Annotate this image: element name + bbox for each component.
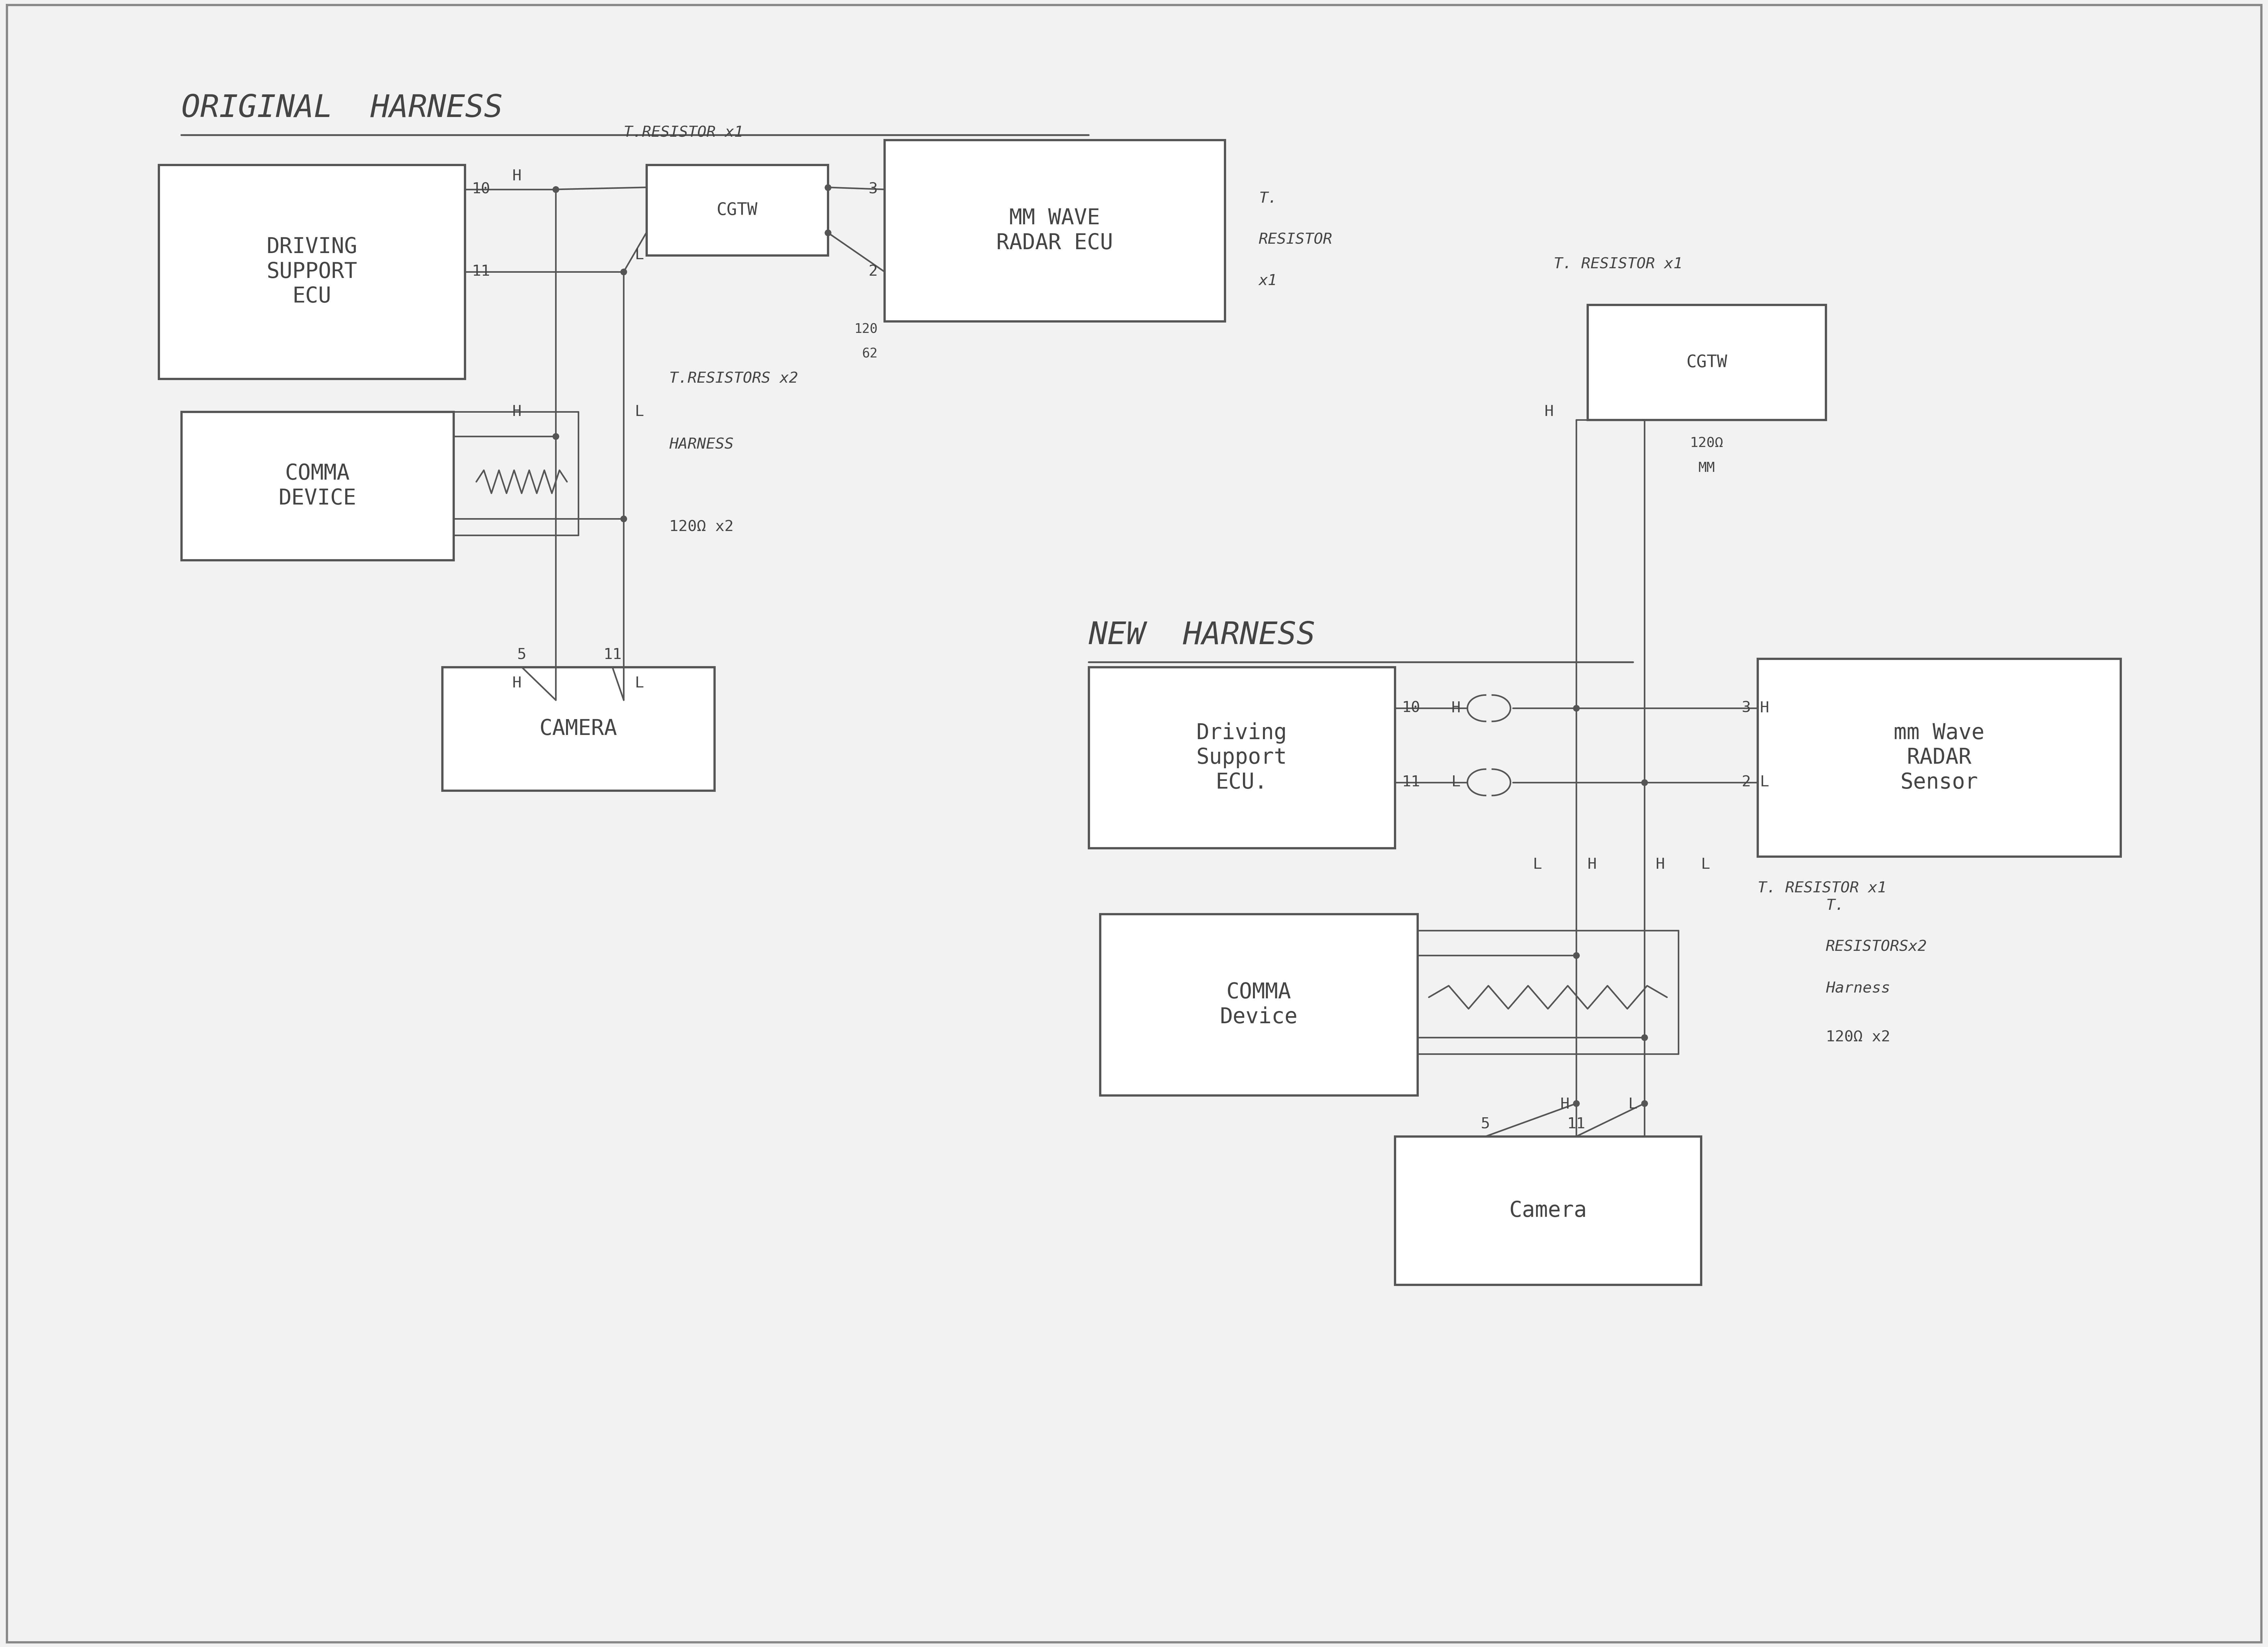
- Text: 2: 2: [869, 265, 878, 278]
- Text: 11: 11: [1567, 1117, 1585, 1131]
- FancyBboxPatch shape: [1089, 667, 1395, 848]
- Text: T. RESISTOR x1: T. RESISTOR x1: [1758, 881, 1887, 896]
- Text: 120: 120: [855, 323, 878, 336]
- Text: T.RESISTOR x1: T.RESISTOR x1: [624, 125, 744, 140]
- Text: NEW  HARNESS: NEW HARNESS: [1089, 621, 1315, 651]
- FancyBboxPatch shape: [159, 165, 465, 379]
- Text: mm Wave
RADAR
Sensor: mm Wave RADAR Sensor: [1894, 723, 1984, 792]
- Text: H: H: [513, 170, 522, 183]
- FancyBboxPatch shape: [1395, 1136, 1701, 1285]
- Text: Camera: Camera: [1508, 1201, 1588, 1220]
- FancyBboxPatch shape: [1758, 659, 2121, 856]
- Text: H: H: [1452, 702, 1461, 715]
- Text: 120Ω x2: 120Ω x2: [669, 520, 733, 534]
- FancyBboxPatch shape: [646, 165, 828, 255]
- Text: H: H: [1545, 405, 1554, 418]
- FancyBboxPatch shape: [1100, 914, 1418, 1095]
- Text: 62: 62: [862, 348, 878, 361]
- Text: 2: 2: [1742, 776, 1751, 789]
- Text: H: H: [1560, 1097, 1569, 1112]
- Text: COMMA
Device: COMMA Device: [1220, 982, 1297, 1028]
- Text: 10: 10: [472, 183, 490, 196]
- Text: CAMERA: CAMERA: [540, 718, 617, 740]
- Text: T.: T.: [1826, 899, 1844, 912]
- Text: H: H: [1656, 858, 1665, 871]
- Text: COMMA
DEVICE: COMMA DEVICE: [279, 463, 356, 509]
- Text: CGTW: CGTW: [1685, 354, 1728, 371]
- Text: 10: 10: [1402, 702, 1420, 715]
- Text: DRIVING
SUPPORT
ECU: DRIVING SUPPORT ECU: [265, 237, 358, 306]
- Text: Driving
Support
ECU.: Driving Support ECU.: [1195, 723, 1288, 792]
- FancyBboxPatch shape: [442, 667, 714, 791]
- Text: L: L: [635, 405, 644, 418]
- Text: x1: x1: [1259, 273, 1277, 288]
- Text: HARNESS: HARNESS: [669, 438, 733, 451]
- Text: ORIGINAL  HARNESS: ORIGINAL HARNESS: [181, 94, 503, 124]
- FancyBboxPatch shape: [181, 412, 454, 560]
- Text: L: L: [1751, 776, 1769, 789]
- Text: RESISTOR: RESISTOR: [1259, 232, 1331, 247]
- Text: T.: T.: [1259, 191, 1277, 206]
- Text: CGTW: CGTW: [717, 201, 758, 219]
- Text: 11: 11: [1402, 776, 1420, 789]
- Text: MM WAVE
RADAR ECU: MM WAVE RADAR ECU: [996, 208, 1114, 254]
- Text: L: L: [1533, 858, 1542, 871]
- Text: 11: 11: [472, 265, 490, 278]
- Text: L: L: [635, 249, 644, 262]
- Text: L: L: [635, 677, 644, 690]
- Text: MM: MM: [1699, 461, 1715, 474]
- Text: H: H: [1588, 858, 1597, 871]
- FancyBboxPatch shape: [885, 140, 1225, 321]
- Text: H: H: [513, 677, 522, 690]
- Text: 120Ω: 120Ω: [1690, 436, 1724, 450]
- Text: 5: 5: [517, 647, 526, 662]
- Text: RESISTORSx2: RESISTORSx2: [1826, 940, 1928, 954]
- Text: 11: 11: [603, 647, 621, 662]
- Text: T. RESISTOR x1: T. RESISTOR x1: [1554, 257, 1683, 272]
- Text: L: L: [1701, 858, 1710, 871]
- Text: 3: 3: [869, 183, 878, 196]
- Text: 5: 5: [1481, 1117, 1490, 1131]
- FancyBboxPatch shape: [1588, 305, 1826, 420]
- Text: L: L: [1452, 776, 1461, 789]
- Text: 120Ω x2: 120Ω x2: [1826, 1031, 1889, 1044]
- Text: H: H: [513, 405, 522, 418]
- Text: L: L: [1628, 1097, 1637, 1112]
- Text: Harness: Harness: [1826, 982, 1889, 995]
- Text: T.RESISTORS x2: T.RESISTORS x2: [669, 372, 798, 385]
- Text: H: H: [1751, 702, 1769, 715]
- Text: 3: 3: [1742, 702, 1751, 715]
